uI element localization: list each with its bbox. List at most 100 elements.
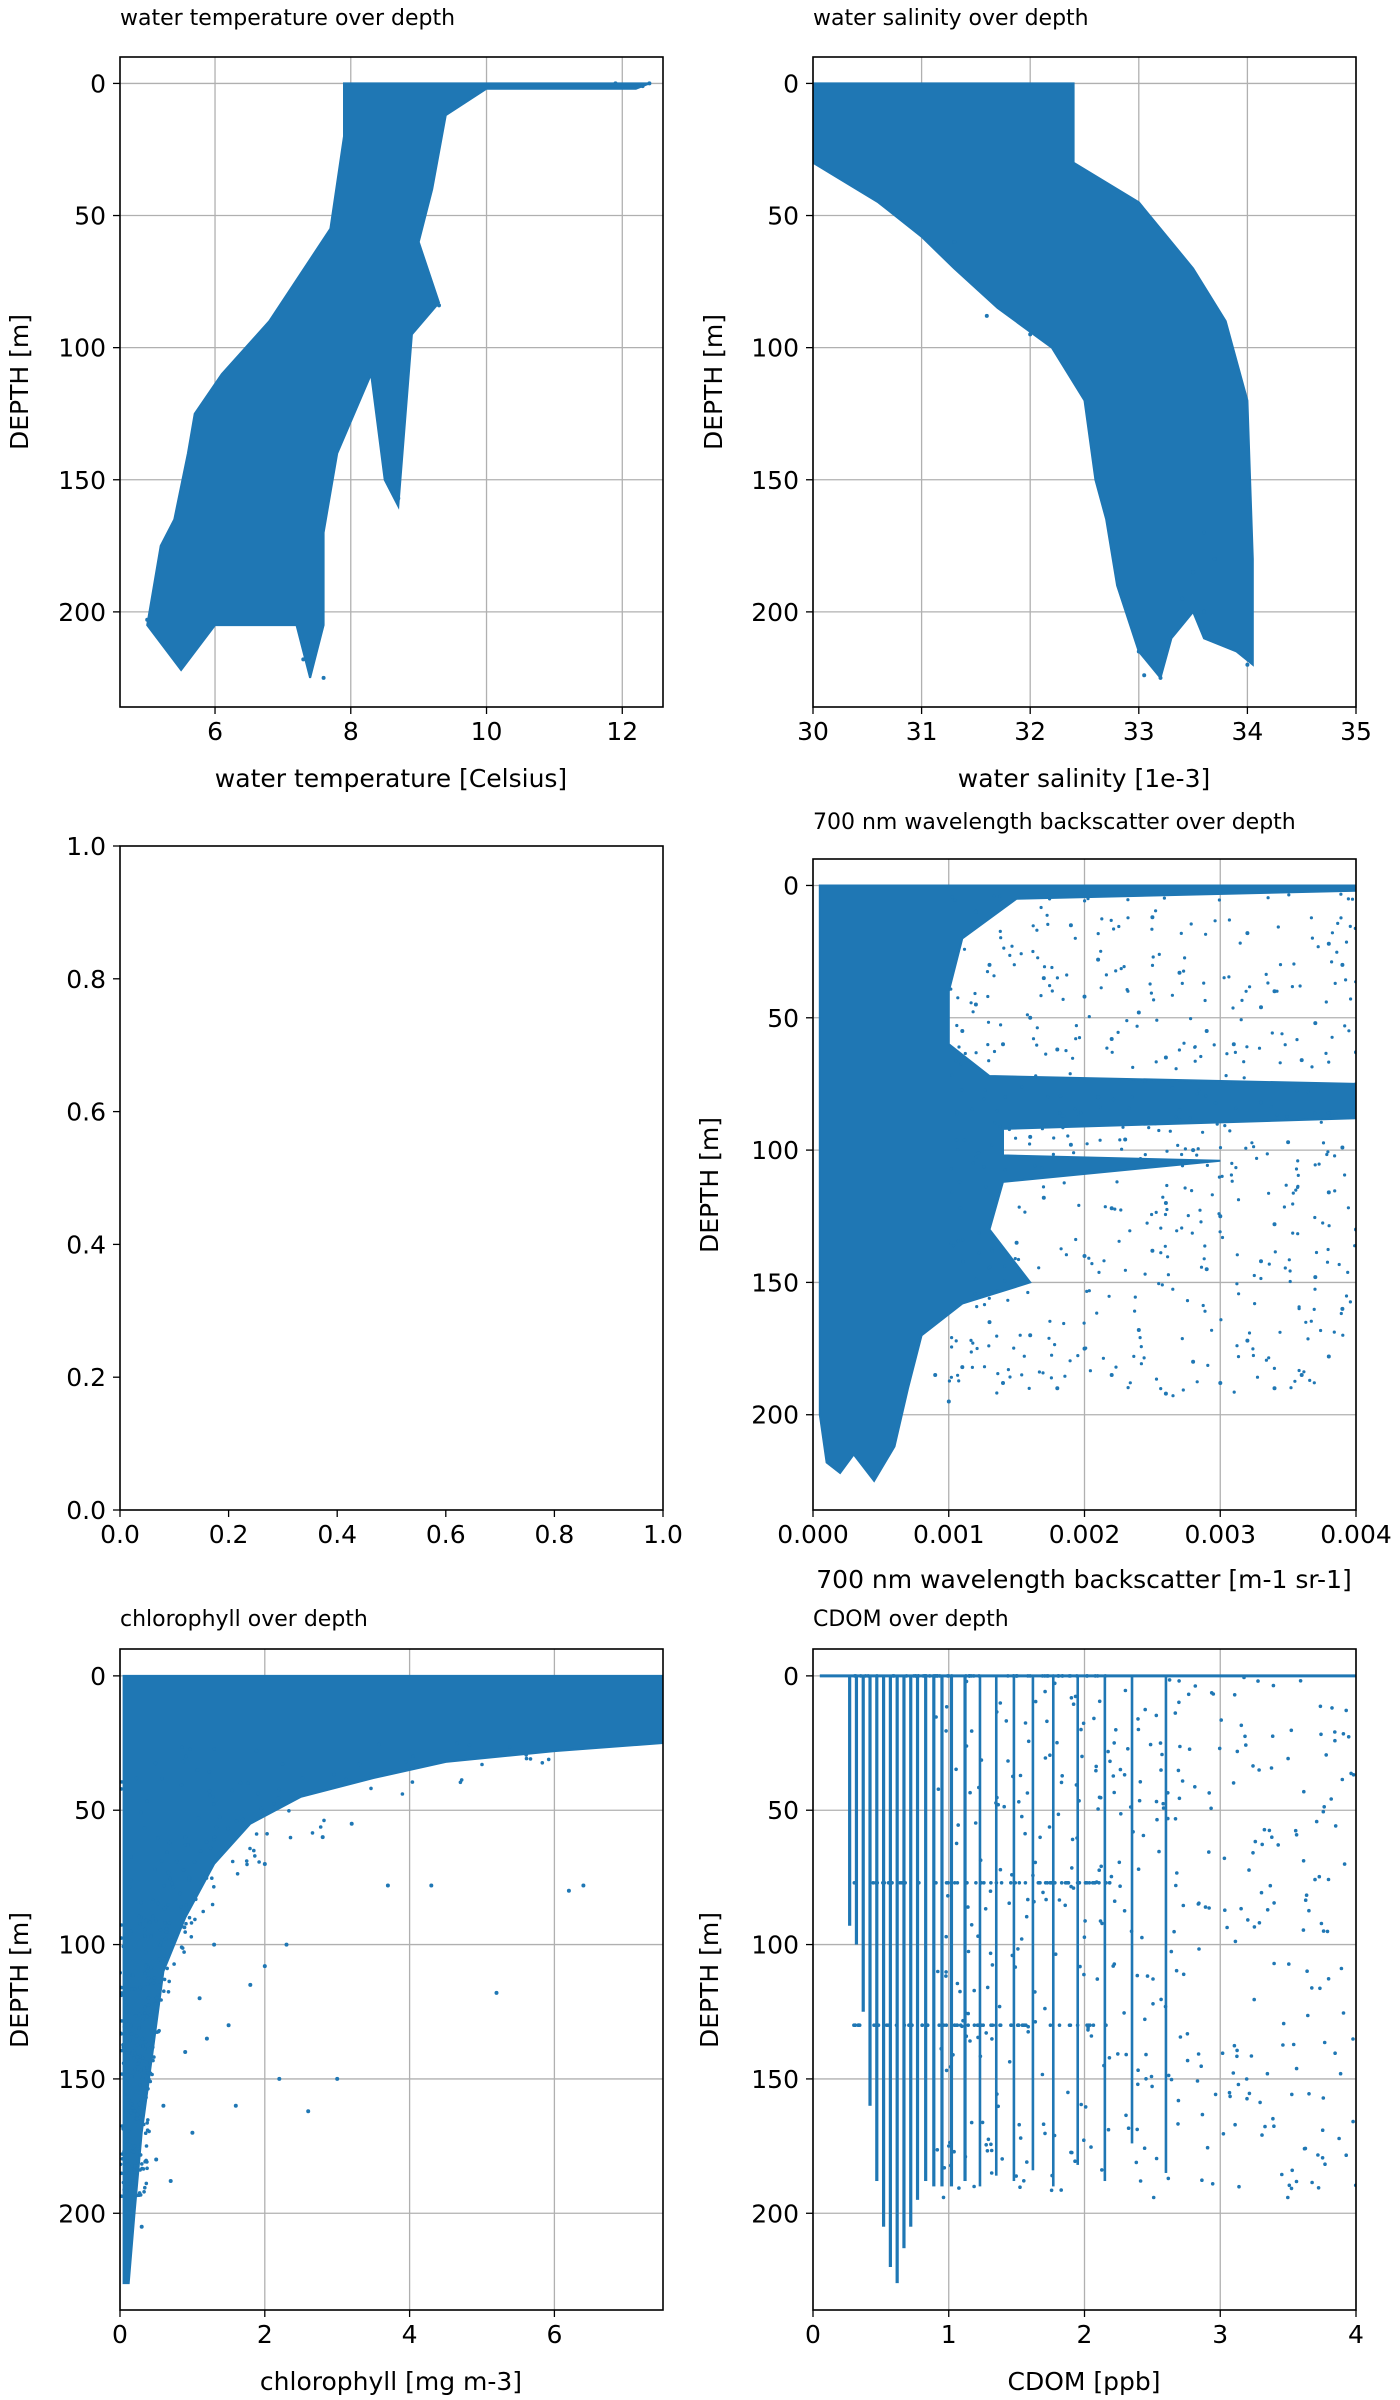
- data-point: [1031, 924, 1035, 928]
- data-point: [1074, 1024, 1078, 1028]
- data-point: [1333, 1824, 1338, 1828]
- data-point: [1307, 1908, 1311, 1913]
- data-point: [1182, 1041, 1186, 1045]
- data-stripe: [978, 1674, 982, 2187]
- x-tick-label: 4: [402, 2320, 418, 2349]
- data-point: [920, 2023, 924, 2027]
- data-point: [1193, 1785, 1197, 1789]
- data-point: [1204, 1094, 1208, 1098]
- data-point: [1120, 1147, 1124, 1151]
- data-point: [1122, 965, 1126, 969]
- y-tick-label: 0: [783, 871, 799, 900]
- data-point: [986, 1020, 991, 1024]
- data-point: [1154, 1060, 1158, 1064]
- data-point: [1298, 984, 1302, 988]
- data-point: [976, 1151, 981, 1155]
- data-point: [1128, 1381, 1132, 1385]
- data-point: [143, 1971, 147, 1975]
- data-point: [1153, 1122, 1158, 1126]
- data-point: [153, 1761, 158, 1766]
- data-point: [1006, 1674, 1010, 1678]
- data-point: [1057, 1898, 1062, 1902]
- data-point: [1106, 1749, 1110, 1754]
- data-point: [999, 1881, 1004, 1885]
- data-point: [138, 2083, 142, 2087]
- data-point: [1330, 1706, 1334, 1710]
- data-point: [310, 1831, 315, 1835]
- data-point: [1096, 932, 1100, 936]
- data-point: [989, 2148, 994, 2153]
- data-point: [135, 2042, 140, 2047]
- data-point: [1290, 2168, 1294, 2173]
- data-point: [1155, 1018, 1159, 1022]
- data-point: [1159, 1226, 1163, 1230]
- data-point: [1177, 1700, 1181, 1705]
- data-point: [1177, 1108, 1182, 1113]
- data-point: [950, 1336, 954, 1340]
- data-point: [1291, 2042, 1296, 2047]
- data-point: [186, 1843, 190, 1847]
- data-point: [322, 1818, 326, 1823]
- data-point: [1171, 1287, 1175, 1291]
- data-point: [1121, 1125, 1125, 1129]
- data-point: [1308, 1378, 1312, 1382]
- data-point: [1180, 1152, 1184, 1157]
- data-point: [154, 2002, 158, 2006]
- data-point: [133, 2014, 138, 2018]
- data-point: [253, 1854, 257, 1858]
- data-point: [1304, 1320, 1308, 1324]
- data-point: [1172, 1929, 1176, 1934]
- data-point: [1276, 925, 1280, 929]
- data-point: [984, 2031, 988, 2035]
- data-point: [1143, 1079, 1147, 1083]
- data-stripe: [924, 1674, 928, 2182]
- data-point: [1301, 1928, 1306, 1932]
- data-point: [123, 2003, 128, 2007]
- data-point: [166, 1990, 171, 1994]
- data-point: [143, 1950, 148, 1955]
- data-point: [857, 2023, 861, 2027]
- data-point: [1063, 1903, 1067, 1908]
- data-point: [979, 1758, 984, 1762]
- data-point: [1280, 2172, 1284, 2177]
- data-point: [1251, 1764, 1255, 1768]
- data-point: [120, 2048, 124, 2053]
- data-point: [1143, 1707, 1147, 1712]
- data-point: [1034, 1074, 1038, 1078]
- data-point: [1093, 1674, 1098, 1678]
- data-point: [1296, 1159, 1300, 1163]
- data-point: [1061, 997, 1065, 1002]
- data-point: [1203, 1905, 1208, 1909]
- data-point: [1055, 1740, 1059, 1745]
- data-stripe: [1012, 1674, 1016, 2182]
- data-point: [947, 1379, 952, 1383]
- data-point: [1340, 1145, 1345, 1150]
- data-point: [1333, 1730, 1337, 1734]
- data-point: [396, 496, 401, 501]
- data-point: [1148, 982, 1152, 986]
- data-point: [157, 2028, 161, 2033]
- data-point: [1001, 1042, 1005, 1047]
- data-point: [179, 665, 184, 670]
- data-point: [1282, 1205, 1286, 1209]
- data-point: [1023, 1881, 1028, 1885]
- data-point: [953, 898, 957, 902]
- data-point: [1129, 1929, 1134, 1934]
- data-point: [973, 991, 977, 996]
- data-point: [1339, 892, 1343, 896]
- data-point: [1111, 1774, 1116, 1778]
- data-point: [1126, 989, 1130, 993]
- data-point: [1045, 1719, 1049, 1724]
- data-point: [226, 2023, 231, 2028]
- x-tick-label: 4: [1348, 2320, 1364, 2349]
- data-point: [1143, 1153, 1147, 1157]
- data-point: [960, 1029, 965, 1033]
- data-point: [1313, 1275, 1318, 1280]
- data-point: [1036, 956, 1040, 960]
- data-point: [1247, 1331, 1252, 1335]
- data-point: [1068, 1674, 1073, 1678]
- data-point: [1068, 2023, 1073, 2027]
- data-point: [1269, 1766, 1274, 1770]
- data-point: [1292, 962, 1296, 966]
- data-point: [1053, 1952, 1058, 1956]
